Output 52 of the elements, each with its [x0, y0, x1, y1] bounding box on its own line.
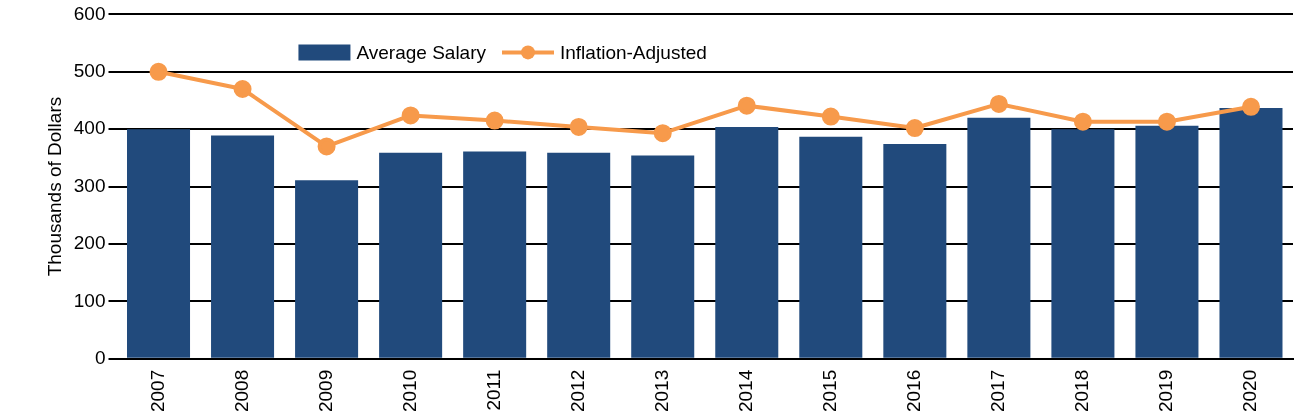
y-tick-label: 600 [73, 2, 106, 24]
point [401, 106, 420, 125]
point [821, 107, 840, 126]
x-tick-label: 2018 [1071, 369, 1093, 413]
legend-label: Inflation-Adjusted [560, 41, 707, 63]
bar [883, 144, 947, 358]
point [485, 111, 504, 130]
point [653, 124, 672, 143]
bar [967, 117, 1031, 358]
x-tick-label: 2017 [987, 369, 1009, 413]
x-tick-label: 2016 [903, 369, 925, 413]
bar [295, 180, 359, 358]
y-tick-label: 500 [73, 60, 106, 82]
x-tick-label: 2014 [735, 369, 756, 413]
x-tick-label: 2008 [230, 369, 252, 413]
x-tick-label: 2012 [566, 369, 588, 413]
bar [1219, 107, 1283, 358]
point [1157, 112, 1176, 131]
x-tick-label: 2007 [146, 369, 168, 413]
bar [1051, 129, 1115, 358]
y-tick-label: 200 [73, 232, 106, 254]
bar [1135, 125, 1199, 358]
bar [463, 151, 527, 358]
bar [211, 135, 275, 358]
bar [799, 136, 863, 358]
point [569, 117, 588, 136]
bar [631, 155, 695, 358]
point [233, 80, 252, 99]
point [737, 96, 756, 115]
bar [547, 152, 611, 358]
y-tick-label: 300 [73, 174, 106, 196]
x-tick-label: 2020 [1239, 369, 1261, 413]
bar [715, 126, 779, 358]
x-tick-label: 2013 [650, 369, 672, 413]
bar [379, 152, 443, 358]
x-tick-label: 2011 [482, 369, 504, 411]
y-tick-label: 400 [73, 117, 106, 139]
point [1073, 112, 1092, 131]
legend-label: Average Salary [356, 41, 487, 63]
y-axis-title: Thousands of Dollars [43, 96, 65, 277]
x-tick-label: 2019 [1155, 369, 1177, 413]
point [317, 137, 336, 156]
point [905, 119, 924, 138]
y-tick-label: 100 [73, 289, 106, 311]
x-tick-label: 2015 [819, 369, 841, 413]
x-tick-label: 2009 [314, 369, 336, 413]
point [1241, 97, 1260, 116]
point [989, 94, 1008, 113]
point [149, 62, 168, 81]
bar [127, 129, 191, 358]
y-tick-label: 0 [94, 346, 106, 368]
x-tick-label: 2010 [398, 369, 420, 413]
